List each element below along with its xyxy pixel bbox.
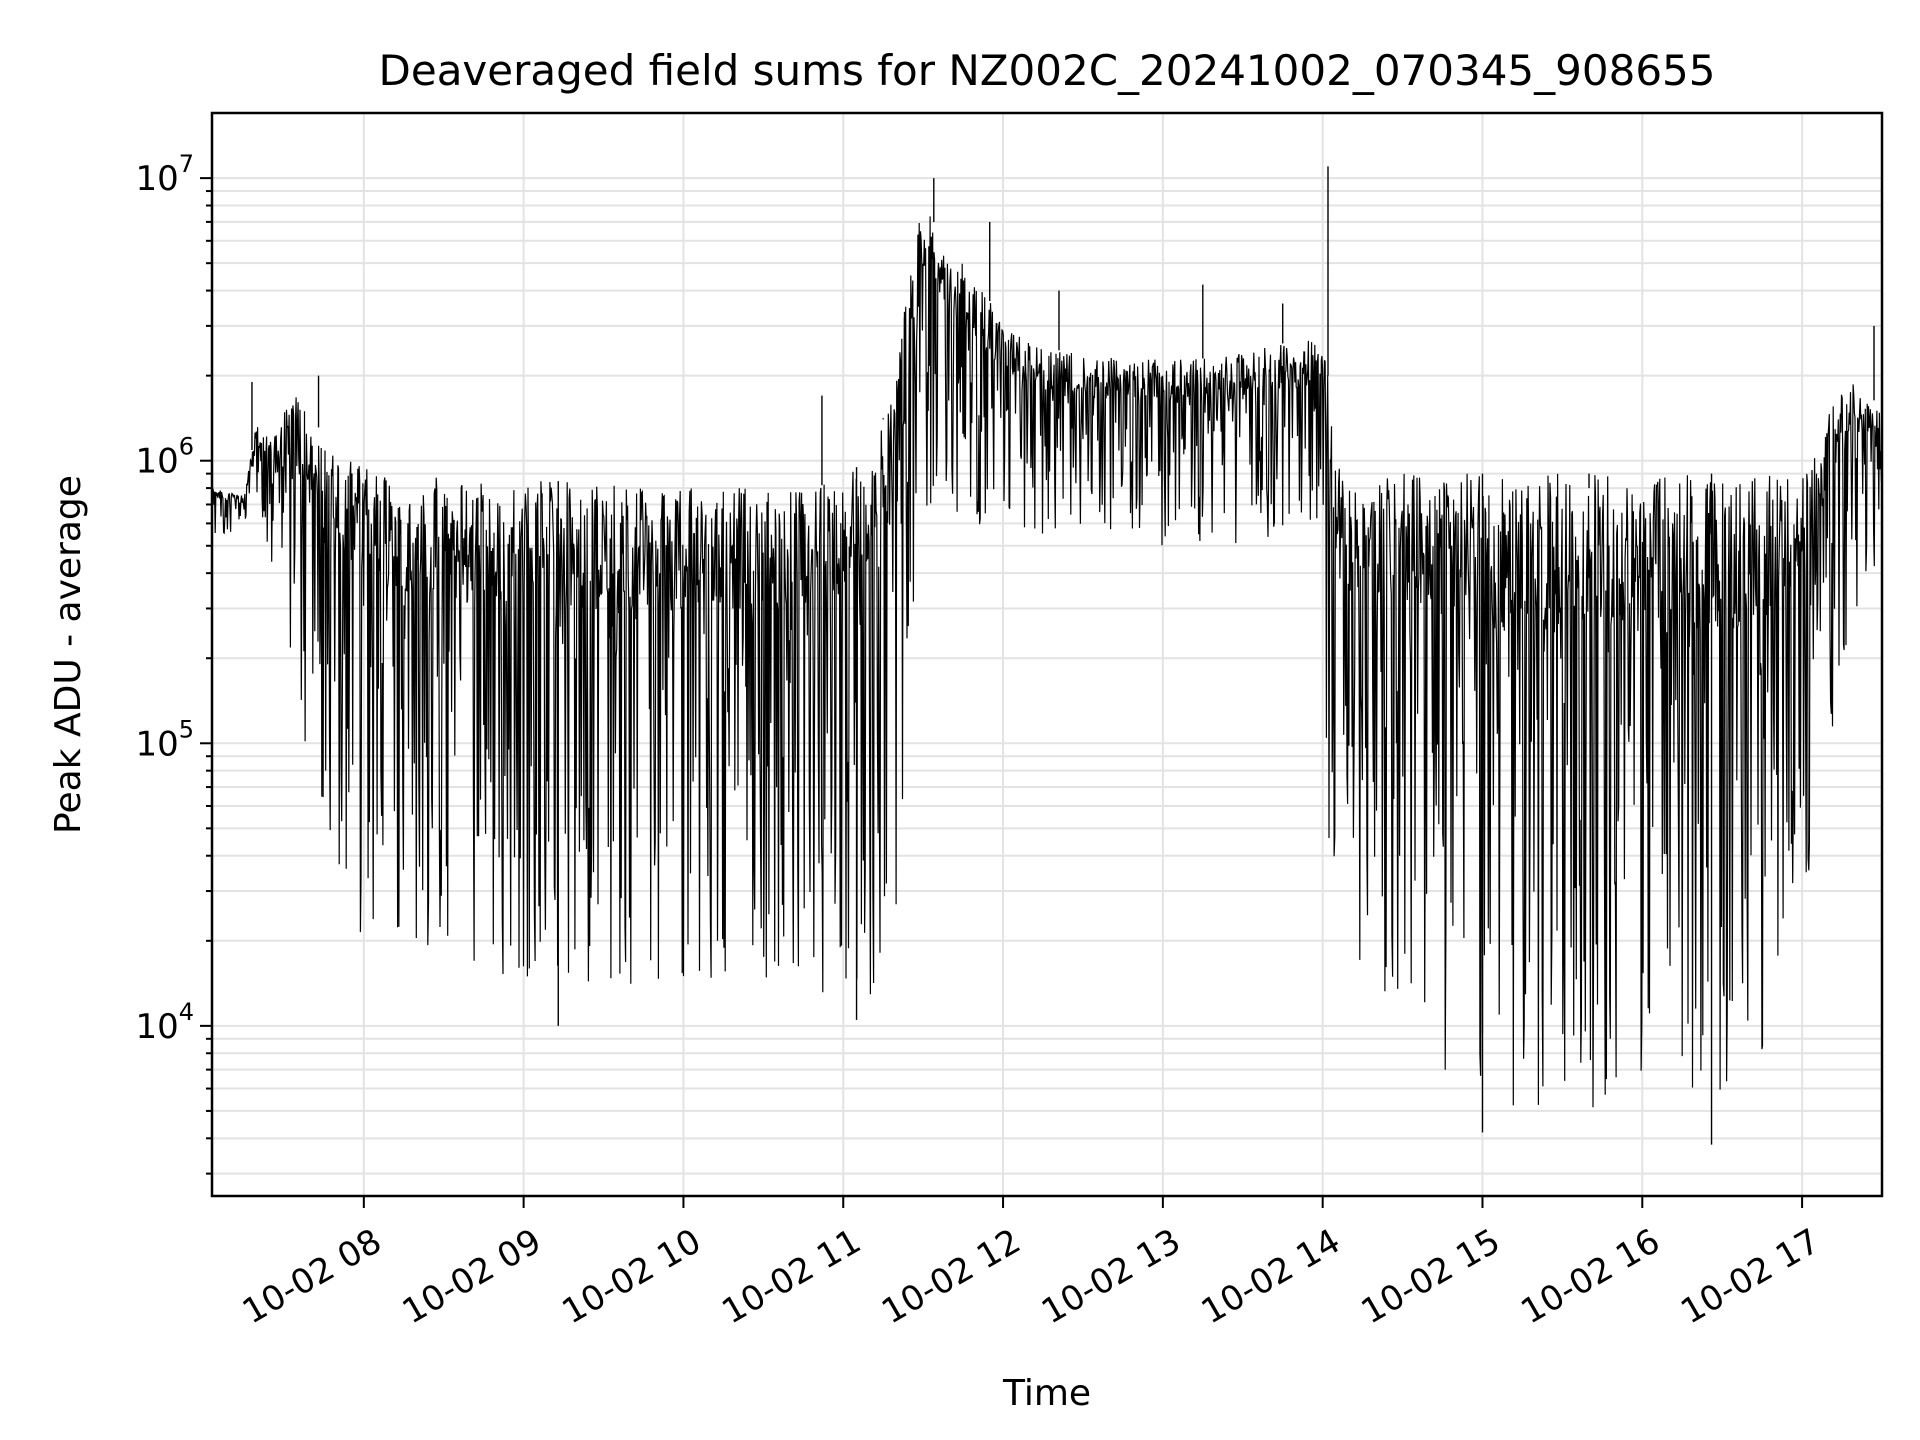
series-line [211, 216, 1883, 1108]
y-tick-label: 106 [135, 433, 194, 482]
data-series [211, 166, 1883, 1145]
x-axis-label: Time [1002, 1373, 1091, 1414]
plot-frame [210, 111, 1884, 1198]
y-axis-label: Peak ADU - average [48, 475, 89, 834]
y-tick-label: 104 [135, 998, 194, 1047]
y-tick-label: 105 [135, 715, 194, 764]
chart-title: Deaveraged field sums for NZ002C_2024100… [379, 46, 1716, 95]
y-tick-label: 107 [135, 150, 194, 199]
